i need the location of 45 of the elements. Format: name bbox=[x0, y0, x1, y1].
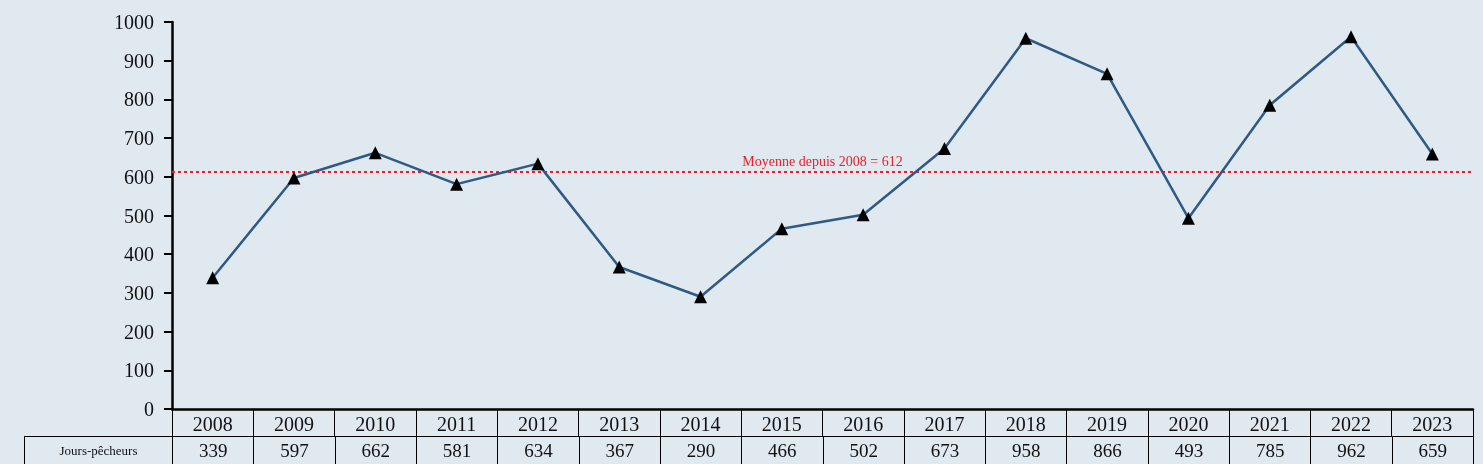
x-tick-label: 2020 bbox=[1168, 413, 1209, 435]
data-label: 866 bbox=[1066, 436, 1149, 464]
x-tick-label: 2021 bbox=[1249, 413, 1290, 435]
x-tick-label: 2023 bbox=[1412, 413, 1453, 435]
data-label: 785 bbox=[1229, 436, 1311, 464]
y-tick-label: 400 bbox=[124, 243, 154, 266]
x-tick-label: 2016 bbox=[843, 413, 884, 435]
data-label: 673 bbox=[904, 436, 986, 464]
data-label: 367 bbox=[579, 436, 661, 464]
data-label: 659 bbox=[1392, 436, 1474, 464]
data-label: 493 bbox=[1148, 436, 1230, 464]
y-tick-label: 800 bbox=[124, 88, 154, 111]
y-tick-label: 700 bbox=[124, 127, 154, 150]
data-label: 581 bbox=[416, 436, 498, 464]
data-label: 662 bbox=[335, 436, 417, 464]
x-tick-label: 2011 bbox=[436, 413, 477, 435]
x-tick-label: 2017 bbox=[924, 413, 965, 435]
x-tick-label: 2022 bbox=[1331, 413, 1372, 435]
data-label: 466 bbox=[741, 436, 823, 464]
x-tick-label: 2010 bbox=[355, 413, 396, 435]
y-tick-label: 900 bbox=[124, 49, 154, 72]
y-tick-label: 300 bbox=[124, 281, 154, 304]
x-tick-label: 2008 bbox=[192, 413, 233, 435]
x-tick-label: 2015 bbox=[761, 413, 802, 435]
x-tick-label: 2018 bbox=[1005, 413, 1046, 435]
data-label: 958 bbox=[985, 436, 1067, 464]
data-label: 290 bbox=[660, 436, 742, 464]
data-label: 962 bbox=[1310, 436, 1393, 464]
ref-line-label: Moyenne depuis 2008 = 612 bbox=[742, 153, 903, 169]
data-label: 634 bbox=[497, 436, 580, 464]
data-label: 339 bbox=[172, 436, 254, 464]
x-tick-label: 2013 bbox=[599, 413, 640, 435]
y-tick-label: 500 bbox=[124, 204, 154, 227]
y-tick-label: 100 bbox=[124, 359, 154, 382]
x-tick-label: 2012 bbox=[517, 413, 558, 435]
text: Jours-pêcheurs bbox=[24, 436, 173, 464]
x-tick-label: 2019 bbox=[1087, 413, 1128, 435]
y-tick-label: 600 bbox=[124, 165, 154, 188]
data-label: 597 bbox=[253, 436, 336, 464]
y-tick-label: 0 bbox=[144, 398, 154, 420]
y-tick-label: 1000 bbox=[114, 11, 154, 33]
y-tick-label: 200 bbox=[124, 320, 154, 343]
x-tick-label: 2009 bbox=[273, 413, 314, 435]
x-tick-label: 2014 bbox=[680, 413, 721, 435]
data-label: 502 bbox=[823, 436, 905, 464]
